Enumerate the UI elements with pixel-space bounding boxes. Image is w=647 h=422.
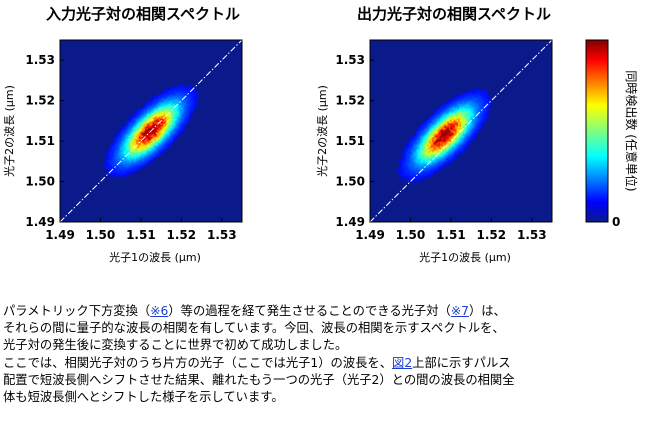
x-tick-label: 1.53 <box>517 228 547 242</box>
y-tick-label: 1.51 <box>335 134 365 148</box>
colorbar-label: 同時検出数 (任意単位) <box>624 70 639 191</box>
description-line-1: パラメトリック下方変換（※6）等の過程を経て発生させることのできる光子対（※7）… <box>3 303 643 320</box>
description-text: ここでは、相関光子対のうち片方の光子（ここでは光子1）の波長を、 <box>3 355 393 370</box>
x-tick-label: 1.50 <box>396 228 426 242</box>
description-line-3: 光子対の発生後に変換することに世界で初めて成功しました。 <box>3 338 348 353</box>
chart-2: 出力光子対の相関スペクトル 1.491.491.501.501.511.511.… <box>315 5 553 264</box>
y-tick-label: 1.50 <box>335 175 365 189</box>
chart-2-diagonal-line <box>369 39 553 223</box>
x-tick-label: 1.49 <box>355 228 385 242</box>
description-text: ）は、 <box>468 304 506 318</box>
link-note-6[interactable]: ※6 <box>150 304 169 318</box>
y-tick-label: 1.53 <box>335 53 365 67</box>
x-tick-label: 1.52 <box>167 228 197 242</box>
chart-2-xlabel: 光子1の波長 (μm) <box>419 250 511 264</box>
description-line-2: それらの間に量子的な波長の相関を有しています。今回、波長の相関を示すスペクトルを… <box>3 321 505 336</box>
y-tick-label: 1.53 <box>25 53 55 67</box>
x-tick-label: 1.52 <box>477 228 507 242</box>
y-tick-label: 1.50 <box>25 175 55 189</box>
description-line-5: 配置で短波長側へシフトさせた結果、離れたもう一つの光子（光子2）との間の波長の相… <box>3 372 515 387</box>
description-text: パラメトリック下方変換（ <box>3 304 151 318</box>
figure: 入力光子対の相関スペクトル 1.491.491.501.501.511.511.… <box>2 5 639 264</box>
x-tick-label: 1.50 <box>86 228 116 242</box>
x-tick-label: 1.49 <box>45 228 75 242</box>
y-tick-label: 1.52 <box>335 94 365 108</box>
description-line-6: 体も短波長側へとシフトした様子を示しています。 <box>3 390 284 405</box>
colorbar-gradient <box>585 39 609 223</box>
x-tick-label: 1.51 <box>126 228 156 242</box>
description-text: 上部に示すパルス <box>412 355 511 370</box>
chart-1-ylabel: 光子2の波長 (μm) <box>2 85 16 177</box>
chart-2-frame <box>369 39 553 223</box>
description-text: ）等の過程を経て発生させることのできる光子対（ <box>168 304 451 318</box>
link-figure-2[interactable]: 図2 <box>392 355 413 370</box>
colorbar-min-label: 0 <box>612 215 620 229</box>
y-tick-label: 1.49 <box>25 215 55 229</box>
chart-2-axes: 1.491.49 1.50 1.50 1.51 1.51 1.52 1.52 1.53 1.53 <box>335 53 546 242</box>
chart-2-title: 出力光子対の相関スペクトル <box>357 5 551 23</box>
chart-1-xlabel: 光子1の波長 (μm) <box>109 250 201 264</box>
chart-2-ylabel: 光子2の波長 (μm) <box>315 85 329 177</box>
y-tick-label: 1.52 <box>25 94 55 108</box>
x-tick-label: 1.53 <box>207 228 237 242</box>
chart-1: 入力光子対の相関スペクトル 1.491.491.501.501.511.511.… <box>2 5 243 264</box>
link-note-7[interactable]: ※7 <box>450 304 469 318</box>
colorbar: 0 同時検出数 (任意単位) <box>585 39 639 229</box>
chart-1-frame <box>59 39 243 223</box>
y-tick-label: 1.51 <box>25 134 55 148</box>
description-line-4: ここでは、相関光子対のうち片方の光子（ここでは光子1）の波長を、図2上部に示すパ… <box>3 355 643 372</box>
chart-1-diagonal-line <box>59 39 243 223</box>
chart-1-axes: 1.491.49 1.50 1.50 1.51 1.51 1.52 1.52 1.53 1.53 <box>25 53 236 242</box>
x-tick-label: 1.51 <box>436 228 466 242</box>
description: パラメトリック下方変換（※6）等の過程を経て発生させることのできる光子対（※7）… <box>3 303 643 406</box>
chart-1-title: 入力光子対の相関スペクトル <box>46 5 240 23</box>
y-tick-label: 1.49 <box>335 215 365 229</box>
